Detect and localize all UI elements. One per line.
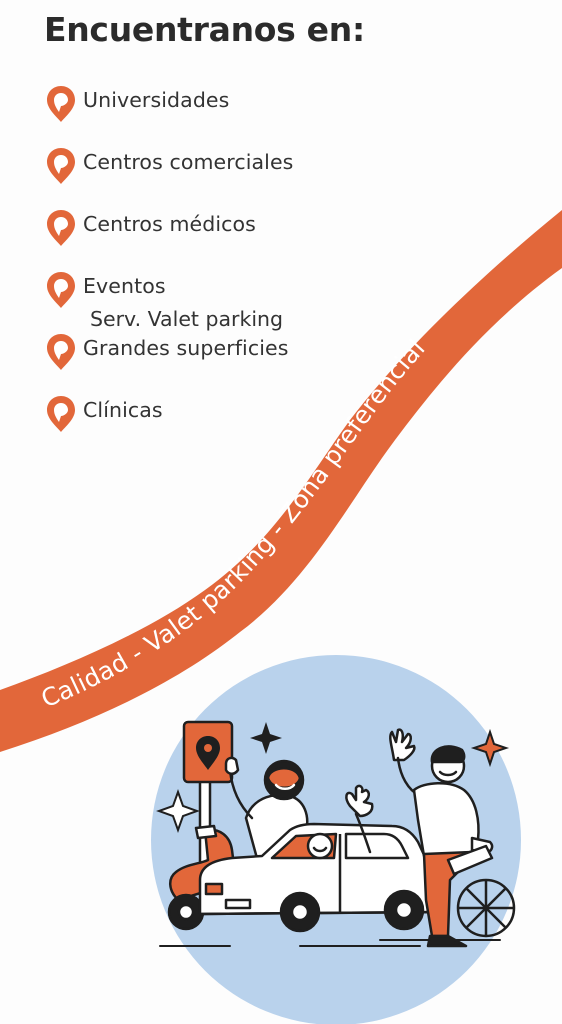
- banner-ribbon: [0, 210, 562, 752]
- car: [198, 822, 446, 933]
- map-pin-icon: [47, 396, 75, 432]
- map-pin-icon: [47, 334, 75, 370]
- valet-note: Serv. Valet parking: [90, 307, 284, 331]
- location-label: Universidades: [83, 88, 230, 112]
- location-list: Universidades Centros comerciales Centro…: [0, 0, 562, 460]
- map-pin-icon: [47, 86, 75, 122]
- page-title: Encuentranos en:: [44, 10, 365, 49]
- location-label: Grandes superficies: [83, 336, 289, 360]
- sparkle-icon: [470, 728, 510, 768]
- bicycle: [456, 878, 516, 938]
- sparkle-icon: [250, 722, 282, 754]
- valet-person: [389, 728, 494, 948]
- car-driver: [306, 784, 374, 860]
- map-pin-icon: [47, 210, 75, 246]
- location-label: Centros comerciales: [83, 150, 294, 174]
- map-pin-icon: [47, 272, 75, 308]
- map-pin-icon: [47, 148, 75, 184]
- location-label: Centros médicos: [83, 212, 256, 236]
- location-label: Eventos: [83, 274, 166, 298]
- sparkle-icon: [156, 789, 200, 833]
- location-label: Clínicas: [83, 398, 163, 422]
